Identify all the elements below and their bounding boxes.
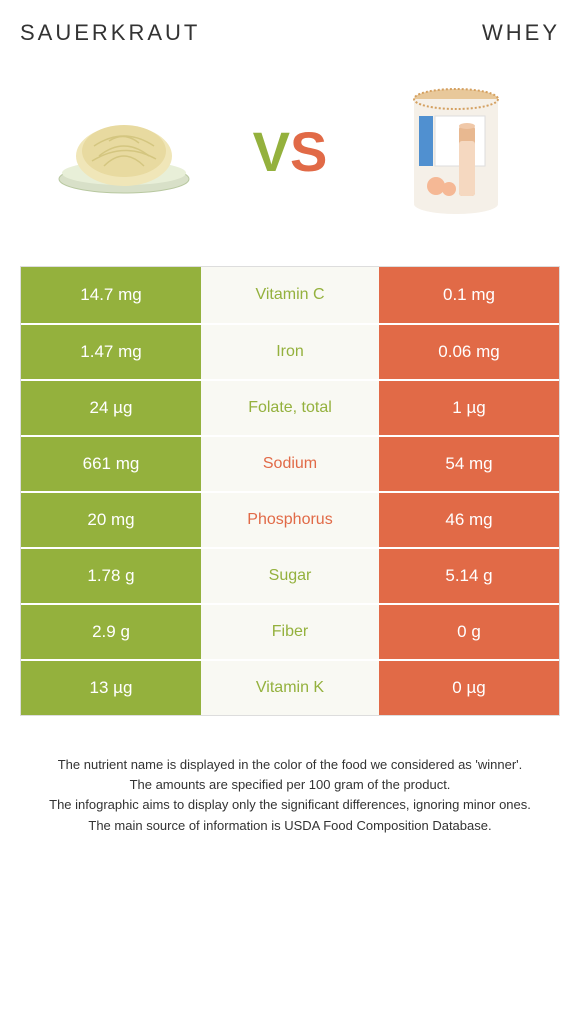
left-value: 24 µg (21, 381, 201, 435)
right-value: 0.1 mg (379, 267, 559, 323)
vs-label: VS (253, 119, 328, 184)
nutrient-label: Sodium (201, 437, 379, 491)
table-row: 20 mgPhosphorus46 mg (21, 491, 559, 547)
images-row: VS (20, 66, 560, 236)
footer-line: The amounts are specified per 100 gram o… (30, 776, 550, 794)
left-value: 13 µg (21, 661, 201, 715)
right-food-title: Whey (482, 20, 560, 46)
left-value: 661 mg (21, 437, 201, 491)
nutrient-label: Fiber (201, 605, 379, 659)
right-value: 1 µg (379, 381, 559, 435)
table-row: 13 µgVitamin K0 µg (21, 659, 559, 715)
right-value: 0.06 mg (379, 325, 559, 379)
footer-line: The main source of information is USDA F… (30, 817, 550, 835)
right-value: 0 g (379, 605, 559, 659)
table-row: 1.47 mgIron0.06 mg (21, 323, 559, 379)
nutrient-label: Vitamin C (201, 267, 379, 323)
nutrient-label: Iron (201, 325, 379, 379)
right-value: 5.14 g (379, 549, 559, 603)
left-value: 1.47 mg (21, 325, 201, 379)
left-value: 2.9 g (21, 605, 201, 659)
footer-line: The infographic aims to display only the… (30, 796, 550, 814)
footer-line: The nutrient name is displayed in the co… (30, 756, 550, 774)
left-food-title: Sauerkraut (20, 20, 200, 46)
nutrient-label: Phosphorus (201, 493, 379, 547)
left-value: 20 mg (21, 493, 201, 547)
footer-notes: The nutrient name is displayed in the co… (20, 756, 560, 835)
left-value: 14.7 mg (21, 267, 201, 323)
sauerkraut-image (44, 86, 204, 216)
whey-image (376, 86, 536, 216)
nutrition-table: 14.7 mgVitamin C0.1 mg1.47 mgIron0.06 mg… (20, 266, 560, 716)
nutrient-label: Vitamin K (201, 661, 379, 715)
right-value: 0 µg (379, 661, 559, 715)
header: Sauerkraut Whey (20, 20, 560, 46)
nutrient-label: Sugar (201, 549, 379, 603)
right-value: 54 mg (379, 437, 559, 491)
table-row: 14.7 mgVitamin C0.1 mg (21, 267, 559, 323)
vs-s: S (290, 120, 327, 183)
table-row: 1.78 gSugar5.14 g (21, 547, 559, 603)
table-row: 2.9 gFiber0 g (21, 603, 559, 659)
vs-v: V (253, 120, 290, 183)
table-row: 24 µgFolate, total1 µg (21, 379, 559, 435)
table-row: 661 mgSodium54 mg (21, 435, 559, 491)
left-value: 1.78 g (21, 549, 201, 603)
right-value: 46 mg (379, 493, 559, 547)
nutrient-label: Folate, total (201, 381, 379, 435)
